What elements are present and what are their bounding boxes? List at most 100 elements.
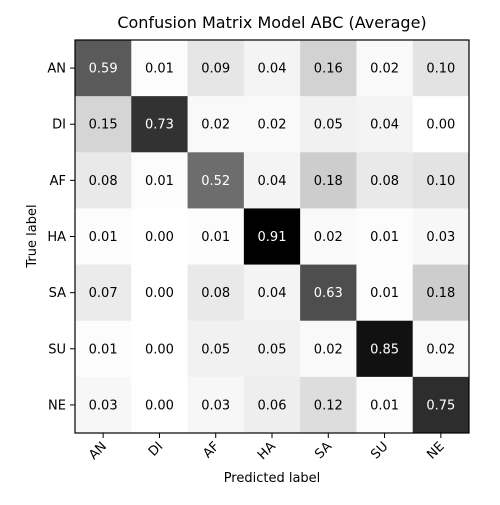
heatmap-cell-value: 0.73 [145,118,174,133]
x-tick-label: HA [255,439,279,463]
heatmap-cell [75,376,132,434]
heatmap-cell-value: 0.08 [201,286,230,301]
heatmap-cell [412,376,470,434]
heatmap-cell-value: 0.04 [370,118,399,133]
heatmap-cell [356,264,414,322]
heatmap-cell-value: 0.01 [201,230,230,245]
x-tick-label: SU [368,439,391,462]
heatmap-cell-value: 0.52 [201,174,230,189]
heatmap-cell-value: 0.85 [370,342,399,357]
heatmap-cell [300,264,357,322]
heatmap-cell-value: 0.05 [201,342,230,357]
heatmap-cell-value: 0.16 [314,62,343,77]
heatmap-cell [412,96,470,153]
heatmap-cell [243,40,301,97]
heatmap-cell [412,152,470,209]
y-tick-label: DI [52,118,66,133]
heatmap-cell-value: 0.00 [145,230,174,245]
y-tick-label: HA [47,230,66,245]
y-tick-label: AN [47,62,66,77]
heatmap-cell-value: 0.01 [370,286,399,301]
heatmap-cell-value: 0.18 [426,286,455,301]
heatmap-cell-value: 0.03 [201,398,230,413]
heatmap-cell-labels: 0.59 0.01 0.09 0.04 0.16 0.02 0.10 0.15 0.73 0.02… [89,62,456,414]
heatmap-cell-value: 0.63 [314,286,343,301]
heatmap-cell [131,40,189,97]
heatmap-cell [412,208,470,266]
heatmap-cell [131,152,189,209]
heatmap-cell-value: 0.00 [145,286,174,301]
heatmap-cell-value: 0.75 [426,398,455,413]
heatmap-cell [187,96,245,153]
heatmap-cell-value: 0.18 [314,174,343,189]
heatmap-cell [75,96,132,153]
x-tick-label: NE [424,439,447,462]
x-tick-label: AN [86,439,110,463]
y-tick-label: SU [48,342,66,357]
heatmap-cell-value: 0.01 [370,398,399,413]
heatmap-cell-value: 0.05 [258,342,287,357]
heatmap-cell [300,208,357,266]
heatmap-cell [356,40,414,97]
x-axis-ticks: AN DI AF HA SA SU NE [86,433,448,463]
heatmap-cell [187,320,245,378]
heatmap-cell [131,208,189,266]
heatmap-cell [243,96,301,153]
heatmap-cell [187,152,245,209]
heatmap-cell [75,152,132,209]
heatmap-cell [356,152,414,209]
heatmap-cell [243,208,301,266]
heatmap-cell [300,376,357,434]
heatmap-cell-value: 0.09 [201,62,230,77]
heatmap-cell [187,40,245,97]
heatmap-cell [412,320,470,378]
heatmap-cell [300,96,357,153]
heatmap-cell [243,152,301,209]
heatmap-cell [187,376,245,434]
heatmap-cell-value: 0.04 [258,62,287,77]
y-tick-label: AF [50,174,66,189]
heatmap-cell [131,376,189,434]
heatmap-cell [75,208,132,266]
x-tick-label: DI [146,439,166,459]
heatmap-cell [131,320,189,378]
heatmap-cell-value: 0.01 [370,230,399,245]
heatmap-cell [243,376,301,434]
heatmap-cell-value: 0.03 [89,398,118,413]
heatmap-cell-value: 0.00 [426,118,455,133]
heatmap-cell [412,40,470,97]
heatmap-cell [75,40,132,97]
heatmap-cell-value: 0.01 [145,174,174,189]
heatmap-cell [300,320,357,378]
heatmap-cell [356,96,414,153]
heatmap-cell [243,264,301,322]
heatmap-cell [131,264,189,322]
heatmap-cell-value: 0.59 [89,62,118,77]
heatmap-cell-value: 0.01 [145,62,174,77]
heatmap-cell-value: 0.91 [258,230,287,245]
heatmap-cell-value: 0.01 [89,342,118,357]
heatmap-cell-value: 0.10 [426,174,455,189]
heatmap-cell-value: 0.08 [370,174,399,189]
heatmap-cell-value: 0.06 [258,398,287,413]
y-tick-label: SA [49,286,66,301]
heatmap-cell-value: 0.02 [426,342,455,357]
heatmap-cell-value: 0.04 [258,174,287,189]
heatmap-cell [356,320,414,378]
x-axis-label: Predicted label [224,471,321,486]
heatmap-cell-value: 0.02 [370,62,399,77]
y-axis-label: True label [25,204,40,268]
heatmap-cell [300,152,357,209]
heatmap-cell-value: 0.02 [201,118,230,133]
x-tick-label: SA [312,439,335,462]
heatmap-cell-value: 0.08 [89,174,118,189]
heatmap-cell [187,208,245,266]
heatmap-cell-value: 0.00 [145,398,174,413]
heatmap-cell [75,264,132,322]
heatmap-cell-value: 0.02 [314,230,343,245]
heatmap-cell-value: 0.03 [426,230,455,245]
heatmap-cell-value: 0.07 [89,286,118,301]
heatmap-cell [187,264,245,322]
